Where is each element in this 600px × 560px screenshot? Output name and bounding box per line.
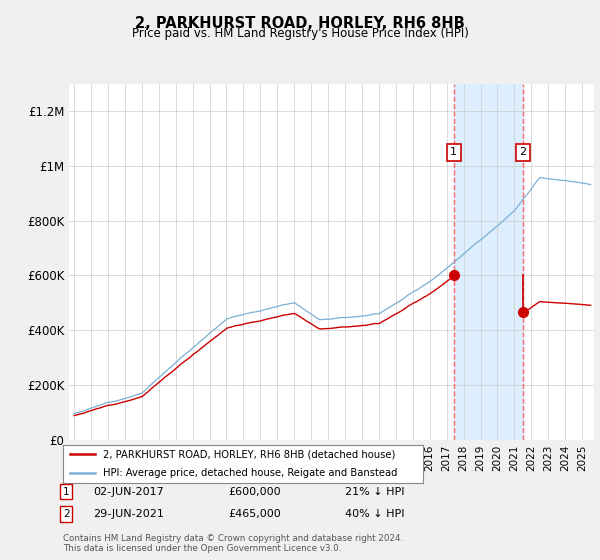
Text: 40% ↓ HPI: 40% ↓ HPI xyxy=(345,509,404,519)
Text: £600,000: £600,000 xyxy=(228,487,281,497)
Text: 02-JUN-2017: 02-JUN-2017 xyxy=(93,487,164,497)
Text: 2: 2 xyxy=(520,147,526,157)
Text: Contains HM Land Registry data © Crown copyright and database right 2024.
This d: Contains HM Land Registry data © Crown c… xyxy=(63,534,403,553)
Text: 21% ↓ HPI: 21% ↓ HPI xyxy=(345,487,404,497)
Text: £465,000: £465,000 xyxy=(228,509,281,519)
Text: 2: 2 xyxy=(63,509,70,519)
Text: 2, PARKHURST ROAD, HORLEY, RH6 8HB: 2, PARKHURST ROAD, HORLEY, RH6 8HB xyxy=(135,16,465,31)
Text: HPI: Average price, detached house, Reigate and Banstead: HPI: Average price, detached house, Reig… xyxy=(103,468,397,478)
Text: Price paid vs. HM Land Registry's House Price Index (HPI): Price paid vs. HM Land Registry's House … xyxy=(131,27,469,40)
Bar xyxy=(454,84,523,440)
Text: 2, PARKHURST ROAD, HORLEY, RH6 8HB (detached house): 2, PARKHURST ROAD, HORLEY, RH6 8HB (deta… xyxy=(103,449,395,459)
Text: 1: 1 xyxy=(63,487,70,497)
Text: 1: 1 xyxy=(450,147,457,157)
Text: 29-JUN-2021: 29-JUN-2021 xyxy=(93,509,164,519)
